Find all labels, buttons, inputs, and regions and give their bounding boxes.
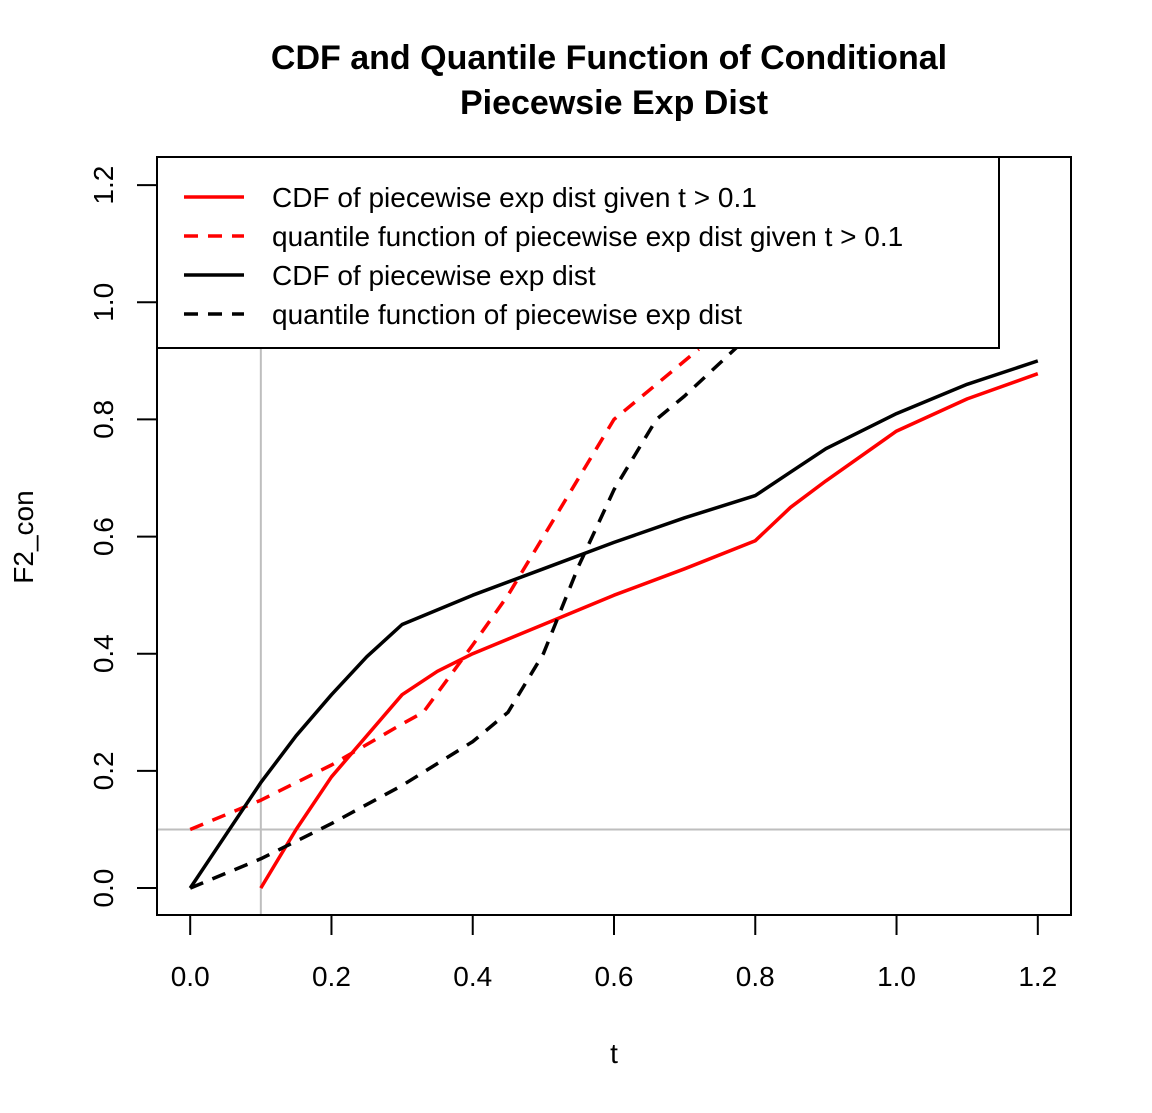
x-tick-label: 0.8	[736, 961, 775, 992]
legend-label-3: CDF of piecewise exp dist	[272, 260, 596, 291]
series-line-2	[189, 347, 700, 832]
chart-title-line-1: CDF and Quantile Function of Conditional	[271, 39, 947, 77]
x-axis: 0.0 0.2 0.4 0.6 0.8 1.0 1.2	[171, 914, 1057, 992]
legend-label-1: CDF of piecewise exp dist given t > 0.1	[272, 182, 757, 213]
x-tick-label: 1.2	[1018, 961, 1057, 992]
legend-box	[156, 156, 1000, 349]
x-tick-label: 0.4	[453, 961, 492, 992]
y-axis: 0.0 0.2 0.4 0.6 0.8 1.0 1.2	[88, 166, 158, 908]
y-tick-label: 1.0	[88, 283, 119, 322]
series-line-4	[189, 342, 743, 890]
series-layer	[188, 342, 1039, 890]
x-tick-label: 0.0	[171, 961, 210, 992]
y-tick-label: 0.0	[88, 869, 119, 908]
series-line-3	[188, 359, 1039, 890]
chart-title-line-2: Piecewsie Exp Dist	[460, 84, 768, 122]
x-tick-label: 1.0	[877, 961, 916, 992]
legend-label-4: quantile function of piecewise exp dist	[272, 299, 742, 330]
x-tick-label: 0.6	[595, 961, 634, 992]
x-tick-label: 0.2	[312, 961, 351, 992]
y-tick-label: 0.6	[88, 517, 119, 556]
y-tick-label: 0.8	[88, 400, 119, 439]
y-tick-label: 1.2	[88, 166, 119, 205]
x-axis-label: t	[610, 1038, 618, 1069]
legend: CDF of piecewise exp dist given t > 0.1 q…	[156, 156, 1000, 349]
y-axis-label: F2_con	[8, 490, 39, 583]
y-tick-label: 0.2	[88, 751, 119, 790]
legend-label-2: quantile function of piecewise exp dist …	[272, 221, 903, 252]
series-line-1	[259, 372, 1039, 890]
y-tick-label: 0.4	[88, 634, 119, 673]
